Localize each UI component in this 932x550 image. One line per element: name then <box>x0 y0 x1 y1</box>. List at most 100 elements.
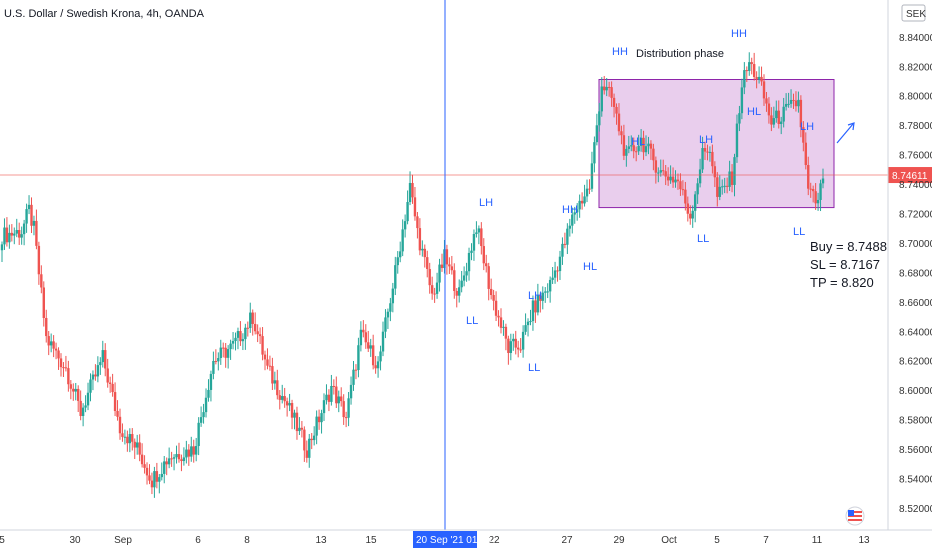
candle-body <box>770 115 773 125</box>
tradingview-flag-icon[interactable] <box>845 506 865 526</box>
swing-annotation-label: LL <box>697 233 709 245</box>
candle-body <box>548 279 552 292</box>
candle-body <box>204 397 208 413</box>
time-tick-label: 11 <box>812 535 823 546</box>
candle-body <box>244 327 247 340</box>
candle-body <box>172 457 176 459</box>
candle-body <box>187 449 191 457</box>
candle-body <box>10 232 14 236</box>
crosshair-time-label-bg <box>413 531 477 548</box>
candle-body <box>440 264 444 269</box>
candle-body <box>762 81 766 99</box>
candle-body <box>389 303 392 312</box>
candle-body <box>170 458 173 460</box>
candle-body <box>231 341 235 344</box>
price-tick-label: 8.74000 <box>899 180 932 191</box>
trade-tp-label: TP = 8.820 <box>810 275 874 290</box>
candle-body <box>246 327 250 329</box>
candle-body <box>716 177 719 197</box>
candle-body <box>797 99 800 107</box>
candle-body <box>445 249 449 265</box>
candle-body <box>435 282 439 294</box>
annotations: HH HH LH HH HL LL LH LH HL HL LL LH LL LL <box>466 28 814 374</box>
candle-body <box>20 234 23 238</box>
candles <box>0 52 825 498</box>
candle-body <box>217 358 220 362</box>
candle-body <box>403 221 407 230</box>
price-axis[interactable]: 8.52000 8.54000 8.56000 8.58000 8.60000 8.620… <box>899 33 932 515</box>
candle-body <box>320 413 323 423</box>
swing-annotation-label: LH <box>800 121 814 133</box>
candle-body <box>467 252 471 272</box>
candle-body <box>735 123 739 158</box>
candle-body <box>52 341 55 349</box>
candle-body <box>718 186 721 197</box>
currency-badge[interactable] <box>901 4 926 22</box>
candle-body <box>802 127 805 143</box>
projection-arrow-line <box>836 123 854 144</box>
candle-body <box>197 422 200 447</box>
candle-body <box>357 345 360 371</box>
time-tick-label: 29 <box>613 535 625 546</box>
candle-body <box>450 266 454 271</box>
chart-title: U.S. Dollar / Swedish Krona, 4h, OANDA <box>4 8 205 20</box>
candle-body <box>155 471 159 482</box>
candle-body <box>693 194 697 211</box>
candle-body <box>531 300 535 322</box>
candle-body <box>475 232 478 235</box>
candle-body <box>504 326 508 339</box>
candle-body <box>25 209 28 224</box>
swing-annotation-label: HL <box>747 106 761 118</box>
candle-body <box>229 343 232 350</box>
candle-body <box>32 220 36 226</box>
candle-body <box>780 121 783 125</box>
swing-annotation-label: HL <box>583 261 597 273</box>
candle-body <box>622 135 626 156</box>
candle-body <box>123 436 127 438</box>
candle-body <box>772 118 776 125</box>
candle-body <box>251 312 254 324</box>
candle-body <box>588 188 591 190</box>
candle-body <box>94 374 97 377</box>
candle-body <box>804 142 807 166</box>
candle-body <box>529 321 532 323</box>
candle-body <box>566 228 569 245</box>
time-axis[interactable]: 5 30 Sep 6 8 13 15 22 27 29 Oct 5 7 11 13 <box>0 535 870 546</box>
candle-body <box>472 234 476 251</box>
candle-body <box>814 191 817 204</box>
candle-body <box>57 350 60 359</box>
candle-body <box>263 354 267 360</box>
candle-body <box>64 367 68 369</box>
candle-body <box>281 396 284 400</box>
candle-body <box>750 62 753 65</box>
candle-body <box>310 438 313 441</box>
candle-body <box>285 401 289 406</box>
candle-body <box>541 292 544 301</box>
candle-body <box>185 449 188 458</box>
candle-body <box>344 417 348 419</box>
candle-body <box>465 271 468 276</box>
candle-body <box>689 213 692 219</box>
candle-body <box>342 401 345 418</box>
candle-body <box>283 396 286 402</box>
price-tick-label: 8.82000 <box>899 62 932 73</box>
price-tick-label: 8.54000 <box>899 474 932 485</box>
price-tick-label: 8.66000 <box>899 298 932 309</box>
candle-body <box>794 100 798 107</box>
candle-body <box>330 385 333 402</box>
candle-body <box>67 368 70 385</box>
candle-body <box>743 70 746 88</box>
candle-body <box>153 471 156 488</box>
candle-body <box>138 442 141 455</box>
candle-body <box>276 380 279 396</box>
candle-body <box>671 176 675 183</box>
candle-body <box>526 321 530 326</box>
candle-body <box>642 137 645 153</box>
candle-body <box>595 125 599 143</box>
candle-body <box>379 351 382 362</box>
candle-body <box>575 209 579 213</box>
time-tick-label: 15 <box>365 535 377 546</box>
candle-body <box>222 347 225 349</box>
candle-body <box>278 395 281 400</box>
